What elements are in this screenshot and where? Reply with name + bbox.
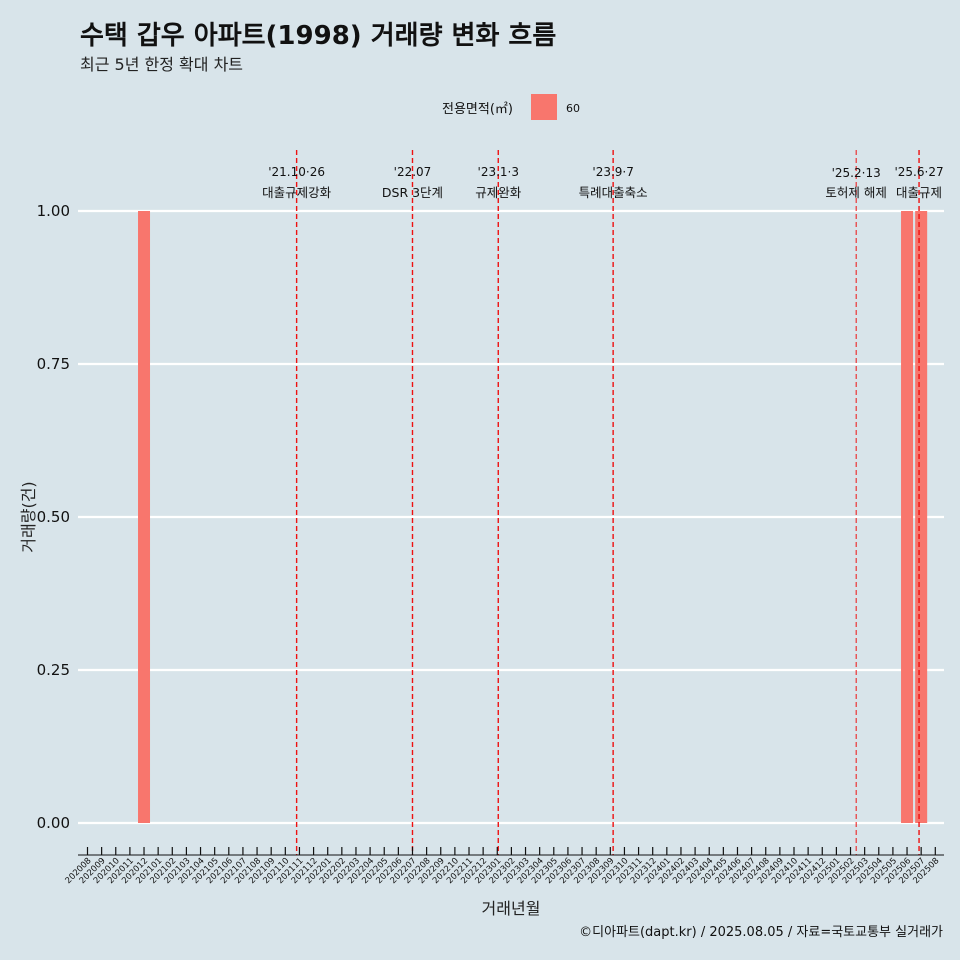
event-date: '23.1·3 (478, 165, 519, 179)
bars (138, 211, 928, 823)
event-markers: '21.10·26 대출규제강화 '22.07 DSR 3단계 '23.1·3 규제완화 '… (262, 150, 944, 855)
y-tick-label: 0.25 (37, 661, 70, 679)
legend-title: 전용면적(㎡) (442, 102, 513, 117)
legend-entry: 60 (566, 102, 580, 115)
event-date: '22.07 (394, 165, 432, 179)
y-tick-label: 1.00 (37, 202, 70, 220)
legend-swatch (531, 94, 557, 120)
event-date: '25.6·27 (894, 165, 943, 179)
y-tick-label: 0.75 (37, 355, 70, 373)
event-label: 대출규제 (896, 185, 942, 200)
bar (138, 211, 151, 823)
x-axis-label: 거래년월 (482, 899, 541, 918)
caption: ©디아파트(dapt.kr) / 2025.08.05 / 자료=국토교통부 실… (579, 925, 943, 940)
x-axis: 2020082020092020102020112020122021012021… (64, 847, 944, 886)
y-tick-label: 0.50 (37, 508, 70, 526)
chart-subtitle: 최근 5년 한정 확대 차트 (80, 55, 243, 74)
event-date: '25.2·13 (832, 166, 881, 180)
legend: 전용면적(㎡) 60 (442, 94, 580, 120)
event-label: 토허제 해제 (825, 185, 886, 200)
event-label: DSR 3단계 (382, 185, 443, 200)
chart-title: 수택 갑우 아파트(1998) 거래량 변화 흐름 (80, 21, 556, 51)
event-date: '23.9·7 (592, 165, 633, 179)
event-label: 특례대출축소 (579, 185, 648, 200)
event-label: 규제완화 (475, 185, 522, 200)
y-tick-labels: 0.00 0.25 0.50 0.75 1.00 (37, 202, 70, 832)
bar (901, 211, 914, 823)
y-tick-label: 0.00 (37, 814, 70, 832)
event-date: '21.10·26 (268, 165, 325, 179)
event-label: 대출규제강화 (262, 185, 332, 200)
bar (915, 211, 928, 823)
gridlines (78, 209, 944, 825)
y-axis-label: 거래량(건) (19, 481, 38, 552)
